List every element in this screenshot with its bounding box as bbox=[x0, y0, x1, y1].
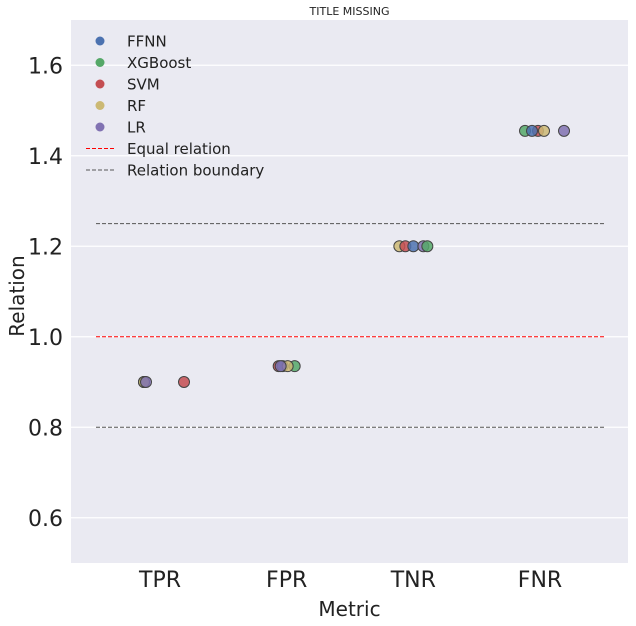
legend-marker bbox=[95, 58, 105, 67]
y-tick-label: 1.2 bbox=[28, 235, 63, 260]
point-svm bbox=[178, 376, 190, 388]
point-lr bbox=[558, 124, 571, 137]
y-axis-label: Relation bbox=[5, 255, 29, 336]
y-tick-label: 0.8 bbox=[28, 416, 63, 441]
y-tick-label: 0.6 bbox=[28, 507, 63, 532]
x-axis-label: Metric bbox=[318, 597, 380, 621]
y-tick-label: 1.6 bbox=[28, 54, 63, 79]
legend-label: SVM bbox=[127, 76, 160, 94]
x-tick-label: FPR bbox=[266, 568, 307, 593]
data-points bbox=[138, 124, 571, 388]
legend-marker bbox=[95, 101, 105, 110]
legend: FFNN XGBoost SVM RF LR Equal relation Relation… bbox=[86, 33, 264, 180]
point-xgboost bbox=[421, 240, 434, 253]
chart-title: TITLE MISSING bbox=[309, 5, 390, 18]
legend-label: Relation boundary bbox=[127, 162, 264, 180]
point-lr bbox=[140, 376, 152, 388]
y-tick-label: 1.0 bbox=[28, 326, 63, 351]
reference-lines bbox=[96, 223, 604, 428]
legend-label: RF bbox=[127, 97, 146, 115]
plot-background bbox=[71, 20, 628, 563]
legend-label: XGBoost bbox=[127, 54, 191, 72]
x-tick-label: FNR bbox=[518, 568, 562, 593]
x-tick-label: TNR bbox=[390, 568, 436, 593]
legend-marker bbox=[95, 79, 105, 89]
legend-marker bbox=[95, 122, 105, 132]
legend-label: FFNN bbox=[127, 33, 167, 51]
y-axis-ticks: 0.6 0.8 1.0 1.2 1.4 1.6 bbox=[28, 54, 63, 532]
x-tick-label: TPR bbox=[138, 568, 181, 593]
legend-label: LR bbox=[127, 119, 146, 137]
point-ffnn bbox=[526, 124, 539, 137]
x-axis-ticks: TPR FPR TNR FNR bbox=[138, 568, 562, 593]
point-ffnn bbox=[407, 240, 420, 253]
point-lr bbox=[274, 360, 287, 373]
legend-marker bbox=[95, 36, 105, 46]
point-rf bbox=[538, 124, 551, 137]
y-tick-label: 1.4 bbox=[28, 145, 63, 170]
legend-label: Equal relation bbox=[127, 140, 231, 158]
